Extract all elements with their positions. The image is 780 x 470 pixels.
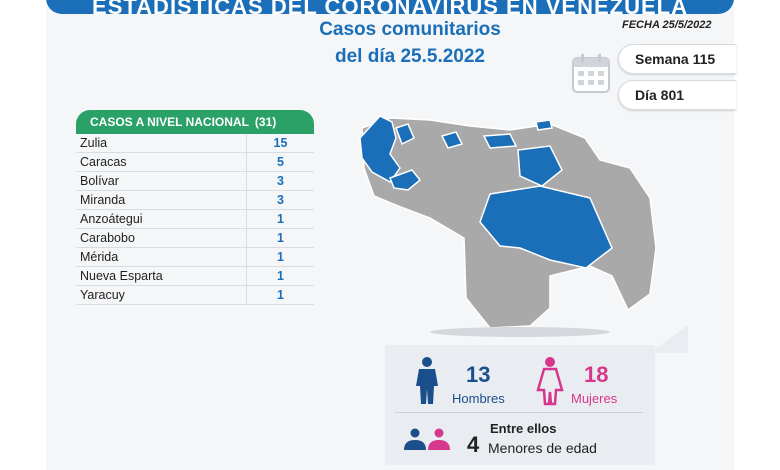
table-row: Caracas 5 <box>76 153 314 172</box>
state-name: Yaracuy <box>80 288 125 302</box>
date-label: FECHA 25/5/2022 <box>622 19 712 31</box>
page-title: Casos comunitarios del día 25.5.2022 <box>300 16 520 70</box>
table-row: Carabobo 1 <box>76 229 314 248</box>
table-row: Nueva Esparta 1 <box>76 267 314 286</box>
table-row: Zulia 15 <box>76 134 314 153</box>
stats-box-tail <box>650 325 688 353</box>
calendar-icon <box>572 54 610 93</box>
map-region-anzoategui <box>517 145 563 187</box>
women-label: Mujeres <box>571 391 618 406</box>
case-count: 1 <box>246 248 314 266</box>
case-count: 1 <box>246 286 314 304</box>
table-total: (31) <box>254 115 277 129</box>
venezuela-map <box>359 115 657 337</box>
banner-title: ESTADÍSTICAS DEL CORONAVIRUS EN VENEZUEL… <box>92 0 688 14</box>
map-region-carabobo <box>440 131 464 149</box>
title-line-1: Casos comunitarios <box>319 19 501 40</box>
state-name: Bolívar <box>80 174 119 188</box>
map-region-miranda <box>482 133 518 149</box>
minors-count: 4 <box>467 432 480 457</box>
table-row: Yaracuy 1 <box>76 286 314 305</box>
women-count: 18 <box>584 362 609 387</box>
map-region-zulia <box>359 115 401 183</box>
state-name: Caracas <box>80 155 127 169</box>
children-icon <box>404 428 450 450</box>
state-name: Nueva Esparta <box>80 269 163 283</box>
state-name: Miranda <box>80 193 126 207</box>
state-name: Anzoátegui <box>80 212 143 226</box>
case-count: 1 <box>246 267 314 285</box>
state-name: Zulia <box>80 136 108 150</box>
title-line-2: del día 25.5.2022 <box>335 46 485 67</box>
minors-intro: Entre ellos <box>490 421 557 436</box>
male-icon <box>416 357 438 404</box>
map-shadow <box>430 327 610 337</box>
map-region-yaracuy <box>395 123 415 146</box>
map-region-bolivar <box>479 185 613 269</box>
map-region-nueva-esparta <box>535 119 553 131</box>
table-row: Anzoátegui 1 <box>76 210 314 229</box>
case-count: 5 <box>246 153 314 171</box>
table-row: Miranda 3 <box>76 191 314 210</box>
top-banner: ESTADÍSTICAS DEL CORONAVIRUS EN VENEZUEL… <box>46 0 734 14</box>
national-cases-header: CASOS A NIVEL NACIONAL (31) <box>76 110 314 134</box>
week-badge: Semana 115 <box>618 44 736 74</box>
men-count: 13 <box>466 362 491 387</box>
female-icon <box>536 357 564 406</box>
men-label: Hombres <box>452 391 505 406</box>
table-row: Mérida 1 <box>76 248 314 267</box>
table-row: Bolívar 3 <box>76 172 314 191</box>
case-count: 3 <box>246 172 314 190</box>
day-badge: Día 801 <box>618 80 736 110</box>
state-name: Carabobo <box>80 231 135 245</box>
case-count: 1 <box>246 229 314 247</box>
state-name: Mérida <box>80 250 119 264</box>
minors-label: Menores de edad <box>488 440 597 456</box>
cases-table: Zulia 15 Caracas 5 Bolívar 3 Miranda 3 Anzoá… <box>76 134 314 305</box>
case-count: 3 <box>246 191 314 209</box>
table-title: CASOS A NIVEL NACIONAL <box>90 115 249 129</box>
case-count: 1 <box>246 210 314 228</box>
case-count: 15 <box>246 134 314 152</box>
stats-divider <box>395 412 643 413</box>
map-region-merida <box>389 169 422 191</box>
